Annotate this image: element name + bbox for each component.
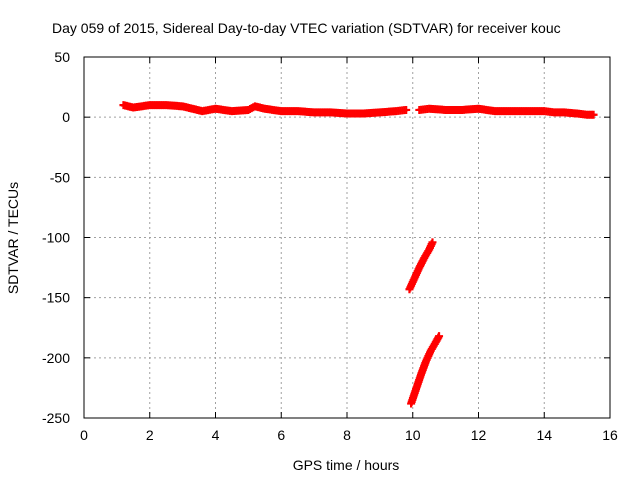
y-tick-label: -200 [42, 350, 70, 366]
x-tick-label: 2 [146, 427, 154, 443]
x-tick-label: 12 [471, 427, 487, 443]
data-point-marker [428, 238, 437, 247]
data-points [119, 101, 598, 408]
data-point-marker [402, 105, 411, 114]
x-tick-label: 14 [536, 427, 552, 443]
y-tick-label: -100 [42, 230, 70, 246]
data-point-marker [435, 332, 444, 341]
x-tick-label: 8 [343, 427, 351, 443]
x-tick-label: 6 [277, 427, 285, 443]
plot-frame [83, 56, 611, 419]
y-tick-label: -150 [42, 290, 70, 306]
y-tick-label: 0 [62, 109, 70, 125]
data-point-marker [589, 110, 598, 119]
chart-title: Day 059 of 2015, Sidereal Day-to-day VTE… [52, 20, 561, 36]
y-tick-label: -50 [50, 169, 70, 185]
x-tick-label: 4 [212, 427, 220, 443]
y-tick-label: -250 [42, 410, 70, 426]
axis-ticks: 0 2 4 6 8 10 12 14 16 -250 -200 -150 -100 -50 0 50 [42, 49, 618, 443]
y-axis-label: SDTVAR / TECUs [5, 182, 21, 294]
x-tick-label: 0 [80, 427, 88, 443]
x-tick-label: 10 [405, 427, 421, 443]
y-tick-label: 50 [54, 49, 70, 65]
x-tick-label: 16 [602, 427, 618, 443]
x-axis-label: GPS time / hours [293, 457, 400, 473]
